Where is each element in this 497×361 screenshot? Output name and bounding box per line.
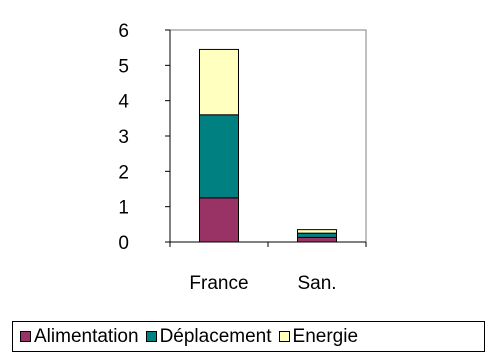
y-tick-label: 6	[118, 21, 129, 42]
bar-stacks	[199, 48, 337, 243]
bar-segment	[199, 197, 239, 243]
y-tick-label: 0	[118, 233, 129, 254]
legend-label: Energie	[292, 325, 359, 347]
legend-swatch	[145, 331, 157, 342]
y-tick-label: 5	[118, 56, 129, 77]
bar-segment	[297, 229, 337, 234]
x-axis: France San.	[169, 241, 367, 294]
legend-label: Alimentation	[34, 325, 139, 347]
bar-segment	[297, 236, 337, 243]
y-tick-label: 2	[118, 162, 129, 183]
y-tick-label: 4	[118, 92, 129, 113]
chart-legend: Alimentation Déplacement Energie	[12, 321, 485, 352]
legend-item: Alimentation	[20, 326, 139, 348]
y-tick-label: 3	[118, 127, 129, 148]
x-tick-label: San.	[297, 273, 336, 294]
bar-segment	[297, 232, 337, 238]
x-tick-label: France	[189, 273, 248, 294]
legend-swatch	[20, 331, 31, 342]
legend-item: Déplacement	[145, 325, 272, 348]
y-axis: 0 1 2 3 4 5 6	[118, 21, 171, 254]
y-tick-label: 1	[118, 198, 129, 219]
bar-segment	[199, 114, 239, 199]
legend-item: Energie	[278, 325, 359, 348]
legend-label: Déplacement	[159, 325, 272, 347]
legend-swatch	[278, 331, 290, 342]
bar-segment	[199, 48, 239, 116]
stacked-bar-chart: 0 1 2 3 4 5 6 France San.	[118, 21, 367, 294]
